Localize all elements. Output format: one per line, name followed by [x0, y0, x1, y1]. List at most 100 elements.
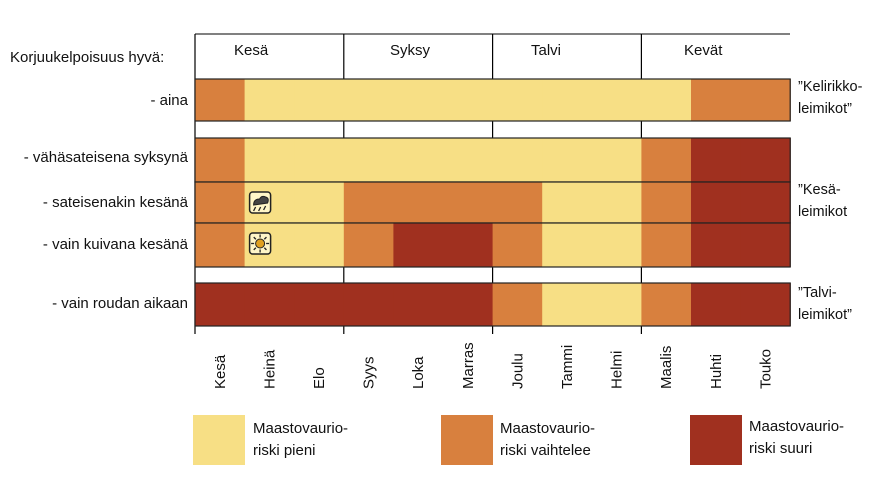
risk-cell [443, 182, 494, 223]
row-label: - vähäsateisena syksynä [23, 149, 188, 166]
risk-cell [492, 138, 543, 182]
risk-cell [740, 79, 791, 121]
risk-cell [294, 138, 345, 182]
rain-icon [258, 206, 262, 212]
risk-cell [492, 223, 543, 267]
risk-cell [244, 79, 295, 121]
risk-cell [591, 283, 642, 326]
month-label: Heinä [261, 349, 278, 389]
month-label: Marras [460, 342, 477, 389]
risk-cell [195, 79, 246, 121]
month-label: Joulu [509, 353, 526, 389]
risk-cell [691, 283, 742, 326]
month-label: Huhti [708, 354, 725, 389]
sun-icon [263, 236, 267, 240]
row-border [194, 282, 791, 327]
month-label: Kesä [212, 354, 229, 389]
row-label: - aina [150, 92, 188, 109]
legend-text-medium: Maastovaurio- riski vaihtelee [500, 420, 596, 459]
risk-cell [542, 182, 593, 223]
risk-cell [443, 79, 494, 121]
risk-cell [393, 138, 444, 182]
month-label: Maalis [658, 346, 675, 389]
side-label-kelirikko: ”Kelirikko- leimikot” [798, 79, 863, 117]
risk-cell [740, 283, 791, 326]
diagram-title: Korjuukelpoisuus hyvä: [10, 49, 165, 66]
risk-cell [443, 223, 494, 267]
month-label: Elo [311, 367, 328, 389]
risk-cell [195, 138, 246, 182]
risk-cell [691, 138, 742, 182]
month-label: Loka [410, 356, 427, 389]
risk-cell [244, 138, 295, 182]
risk-cell [591, 182, 642, 223]
risk-cell [591, 138, 642, 182]
risk-cell [641, 79, 692, 121]
side-label-talvi: ”Talvi- leimikot” [798, 285, 852, 323]
risk-cell [343, 223, 394, 267]
risk-cell [591, 223, 642, 267]
risk-cell [641, 138, 692, 182]
risk-cell [294, 182, 345, 223]
rain-icon [253, 195, 269, 206]
risk-cell [542, 138, 593, 182]
risk-cell [740, 182, 791, 223]
risk-cell [343, 79, 394, 121]
legend-swatch-high [690, 415, 742, 465]
risk-cell [691, 79, 742, 121]
row-border [194, 78, 791, 122]
season-label-autumn: Syksy [390, 42, 431, 59]
side-label-kesa: ”Kesä- leimikot [798, 182, 848, 220]
risk-cell [641, 283, 692, 326]
risk-cell [740, 138, 791, 182]
risk-cell [393, 182, 444, 223]
month-label: Syys [361, 356, 378, 389]
risk-cell [195, 182, 246, 223]
risk-cell [393, 283, 444, 326]
legend-text-low: Maastovaurio- riski pieni [253, 420, 349, 459]
risk-cell [492, 182, 543, 223]
legend-swatch-low [193, 415, 245, 465]
month-label: Helmi [609, 351, 626, 389]
risk-cell [393, 79, 444, 121]
sun-icon [263, 247, 267, 251]
risk-cell [740, 223, 791, 267]
rain-icon [253, 206, 257, 212]
risk-cell [195, 283, 246, 326]
season-label-spring: Kevät [684, 42, 723, 59]
risk-cell [294, 223, 345, 267]
rain-icon [263, 205, 267, 211]
season-label-winter: Talvi [531, 42, 562, 59]
risk-cell [443, 138, 494, 182]
month-label: Touko [757, 349, 774, 389]
risk-cell [591, 79, 642, 121]
month-label: Tammi [559, 345, 576, 389]
sun-icon [253, 236, 257, 240]
risk-cell [294, 79, 345, 121]
risk-cell [641, 223, 692, 267]
risk-cell [691, 223, 742, 267]
risk-cell [343, 182, 394, 223]
risk-cell [393, 223, 444, 267]
row-label: - sateisenakin kesänä [42, 194, 188, 211]
risk-cell [542, 79, 593, 121]
season-label-summer: Kesä [234, 42, 269, 59]
row-label: - vain roudan aikaan [52, 295, 188, 312]
legend-text-high: Maastovaurio- riski suuri [749, 418, 845, 457]
risk-cell [492, 283, 543, 326]
risk-cell [195, 223, 246, 267]
risk-cell [542, 223, 593, 267]
risk-cell [542, 283, 593, 326]
risk-cell [294, 283, 345, 326]
risk-cell [244, 283, 295, 326]
row-label: - vain kuivana kesänä [42, 236, 188, 253]
risk-cell [641, 182, 692, 223]
sun-icon [255, 238, 266, 249]
risk-cell [343, 138, 394, 182]
row-border [194, 222, 791, 268]
risk-cell [691, 182, 742, 223]
risk-cell [492, 79, 543, 121]
risk-cell [343, 283, 394, 326]
legend-swatch-medium [441, 415, 493, 465]
